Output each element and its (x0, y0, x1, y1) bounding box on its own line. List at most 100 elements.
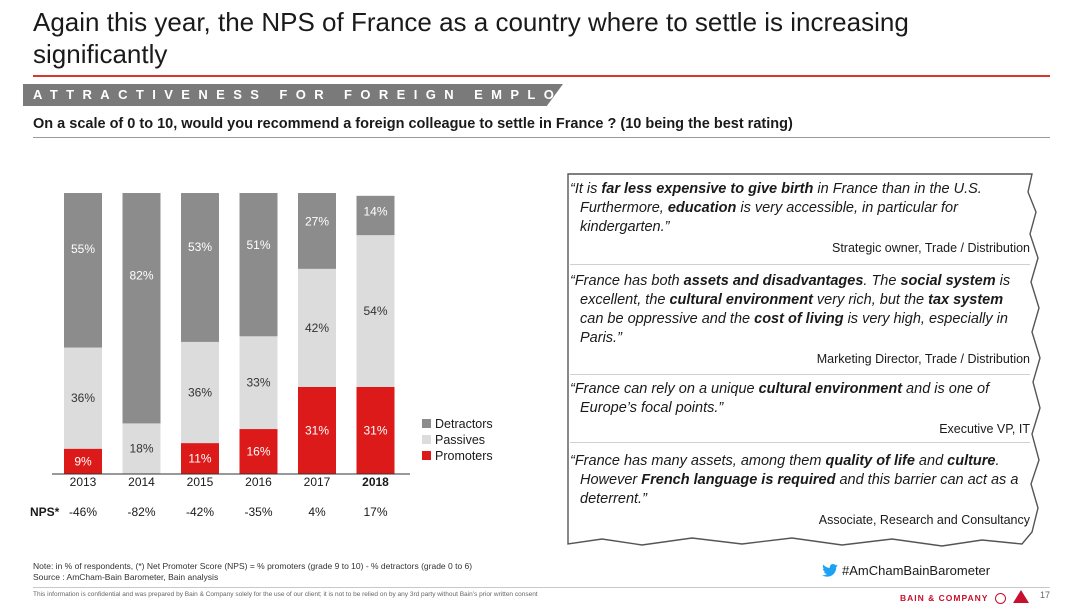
nps-value: 4% (308, 505, 326, 519)
quote-emphasis: far less expensive to give birth (601, 181, 814, 197)
bar-segment-detractors (298, 193, 336, 269)
survey-question: On a scale of 0 to 10, would you recomme… (33, 116, 793, 132)
quote-emphasis: culture (947, 453, 996, 469)
nps-stacked-bar-chart: 9% 36% 55% 2013 -46% 18% 82% 2014 -82% 11% 36% 53% 2… (30, 193, 493, 519)
nps-value: -46% (69, 505, 97, 519)
data-label: 9% (74, 454, 92, 468)
quote-2-text: “France has both assets and disadvantage… (570, 272, 1030, 348)
quote-1-source: Strategic owner, Trade / Distribution (831, 241, 1030, 255)
quote-emphasis: cost of living (754, 311, 844, 327)
quote-divider (570, 442, 1030, 443)
bar-segment-promoters (239, 429, 278, 474)
legend-label: Promoters (435, 449, 493, 463)
legend-label: Detractors (435, 417, 493, 431)
quote-1-text: “It is far less expensive to give birth … (570, 180, 1030, 237)
page-number: 17 (1040, 590, 1051, 600)
quote-3-source: Executive VP, IT (939, 422, 1030, 436)
footnote-definition: Note: in % of respondents, (*) Net Promo… (33, 561, 473, 571)
bain-logo-icon (994, 593, 1006, 604)
data-label: 53% (188, 240, 212, 254)
x-tick-label: 2018 (362, 475, 389, 489)
bar-segment-detractors (122, 193, 161, 424)
bar-segment-passives (122, 423, 161, 474)
quote-segment: “France has both (570, 273, 684, 289)
quote-emphasis: quality of life (825, 453, 915, 469)
twitter-bird-icon (822, 564, 838, 577)
quote-4-text: “France has many assets, among them qual… (570, 452, 1030, 509)
quote-emphasis: French language is required (641, 472, 836, 488)
quotes-panel: “It is far less expensive to give birth … (562, 172, 1046, 550)
nps-row-label: NPS* (30, 505, 60, 519)
brand-name: BAIN & COMPANY (900, 593, 989, 603)
hashtag[interactable]: #AmChamBainBarometer (822, 563, 990, 578)
bar-segment-passives (239, 336, 278, 430)
nps-value: -42% (186, 505, 214, 519)
data-label: 82% (129, 269, 153, 283)
quote-emphasis: cultural environment (669, 292, 813, 308)
bar-segment-passives (298, 268, 336, 387)
bar-segment-promoters (356, 386, 395, 474)
bar-segment-passives (356, 235, 395, 387)
data-label: 36% (71, 391, 95, 405)
data-label: 18% (129, 442, 153, 456)
x-tick-label: 2016 (245, 475, 272, 489)
nps-value: -35% (244, 505, 272, 519)
bar-segment-passives (181, 341, 219, 444)
nps-value: 17% (363, 505, 387, 519)
data-label: 51% (246, 238, 270, 252)
legend-swatch-detractors (422, 419, 431, 428)
data-label: 42% (305, 321, 329, 335)
quote-segment: “It is (570, 181, 602, 197)
hashtag-text: #AmChamBainBarometer (842, 563, 991, 578)
x-tick-label: 2017 (304, 475, 331, 489)
bar-segment-detractors (239, 193, 278, 337)
section-banner-label: ATTRACTIVENESS FOR FOREIGN EMPLOYEES (33, 87, 631, 102)
data-label: 11% (188, 452, 211, 466)
question-divider (33, 137, 1050, 138)
bar-segment-detractors (181, 193, 219, 342)
quote-3: “France can rely on a unique cultural en… (570, 380, 1030, 436)
quote-emphasis: cultural environment (758, 381, 903, 397)
quote-emphasis: assets and disadvantages (683, 273, 864, 289)
quote-segment: very rich, but the (812, 292, 929, 308)
bar-segment-promoters (298, 386, 336, 474)
data-label: 54% (363, 304, 387, 318)
quote-segment: and is one of Europe’s focal points.” (580, 381, 990, 416)
legend-label: Passives (435, 433, 485, 447)
data-label: 33% (246, 376, 270, 390)
confidentiality-notice: This information is confidential and was… (33, 591, 538, 598)
x-tick-label: 2013 (70, 475, 97, 489)
quote-segment: . The (863, 273, 901, 289)
x-tick-label: 2014 (128, 475, 155, 489)
quote-4: “France has many assets, among them qual… (570, 452, 1030, 527)
quote-segment: can be oppressive and the (580, 311, 755, 327)
legend-swatch-promoters (422, 451, 431, 460)
quote-segment: “France has many assets, among them (570, 453, 826, 469)
data-label: 27% (305, 215, 329, 229)
quote-segment: and (914, 453, 948, 469)
quote-2-source: Marketing Director, Trade / Distribution (816, 352, 1030, 366)
quote-segment: and this barrier can act as a deterrent.… (580, 472, 1019, 507)
quote-segment: is very accessible, in particular for ki… (580, 200, 958, 235)
title-divider (33, 75, 1050, 77)
data-label: 31% (363, 423, 387, 437)
brand-logo: BAIN & COMPANY (900, 590, 1030, 604)
quote-segment: is very high, especially in Paris.” (580, 311, 1008, 346)
quote-4-source: Associate, Research and Consultancy (818, 513, 1030, 527)
quote-segment: . However (580, 453, 1000, 488)
bar-segment-promoters (181, 443, 219, 474)
quote-divider (570, 374, 1030, 375)
bar-segment-detractors (64, 193, 102, 348)
quote-segment: is excellent, the (580, 273, 1011, 308)
section-banner: ATTRACTIVENESS FOR FOREIGN EMPLOYEES (23, 84, 563, 106)
x-tick-label: 2015 (187, 475, 214, 489)
nps-value: -82% (127, 505, 155, 519)
bar-segment-detractors (356, 195, 395, 236)
legend-swatch-passives (422, 435, 431, 444)
data-label: 31% (305, 423, 329, 437)
footer-divider (33, 587, 1050, 588)
bar-segment-promoters (64, 448, 102, 474)
amcham-logo-icon (1013, 590, 1030, 603)
quote-1: “It is far less expensive to give birth … (570, 180, 1030, 255)
data-label: 55% (71, 242, 95, 256)
